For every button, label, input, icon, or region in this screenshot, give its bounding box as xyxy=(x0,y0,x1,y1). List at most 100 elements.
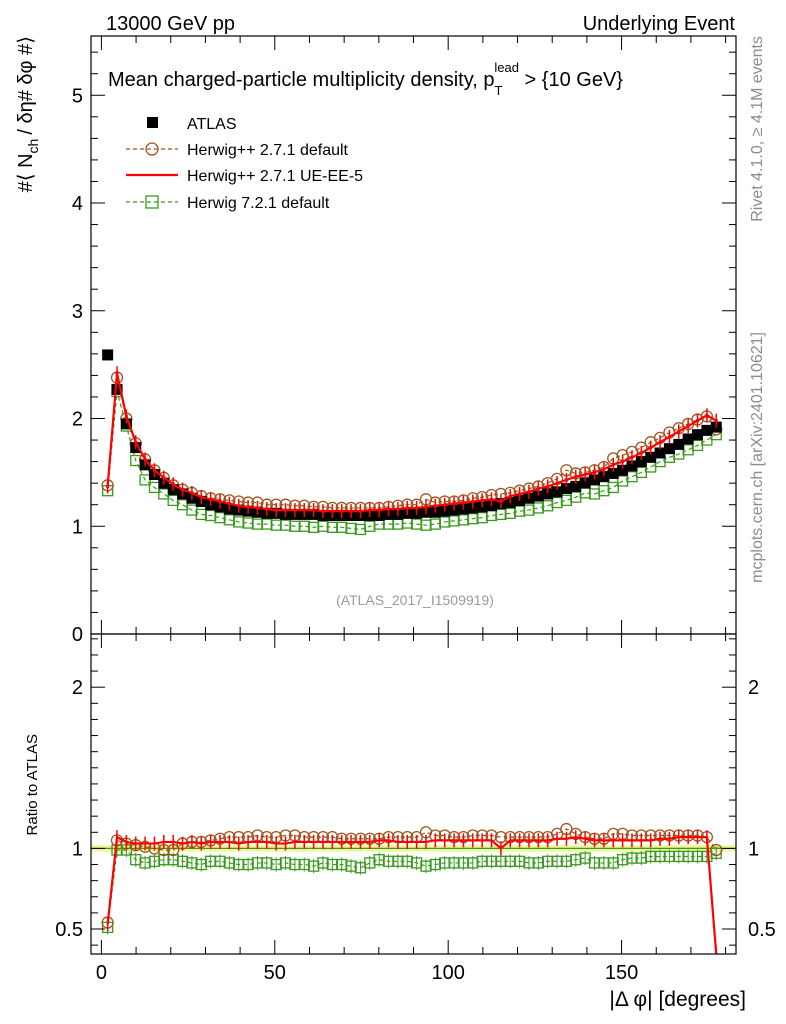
h271ue-point xyxy=(536,487,540,491)
main-ytick-label: 4 xyxy=(72,193,83,215)
h271ue-point xyxy=(124,414,128,418)
h271ue-point xyxy=(480,498,484,502)
h271ue-point xyxy=(237,504,241,508)
main-panel: 0 1 2 3 4 5 Mean charged-particle multiplicit… xyxy=(15,35,737,646)
atlas-point xyxy=(654,447,666,459)
atlas-point xyxy=(579,477,591,489)
series-h271ue-line xyxy=(106,373,717,513)
atlas-point xyxy=(532,490,544,502)
atlas-point xyxy=(560,483,572,495)
h271ue-point xyxy=(630,455,634,459)
legend-herwig271-default: Herwig++ 2.7.1 default xyxy=(126,142,349,159)
h721-point xyxy=(682,444,694,456)
h721-point xyxy=(626,471,638,483)
legend-atlas-label: ATLAS xyxy=(187,116,237,133)
atlas-point xyxy=(598,471,610,483)
h271ue-point xyxy=(611,463,615,467)
atlas-point xyxy=(111,383,123,395)
h271ue-point xyxy=(443,503,447,507)
h271ue-point xyxy=(602,467,606,471)
main-ylabel: #⟨ Nch / δη# δφ #⟩ xyxy=(15,36,41,192)
ratio-h271def-line xyxy=(107,828,717,923)
h271ue-point xyxy=(508,494,512,498)
atlas-point xyxy=(682,433,694,445)
atlas-point xyxy=(551,486,563,498)
ratio-xtick-label: 100 xyxy=(431,962,464,984)
h271ue-point xyxy=(302,508,306,512)
atlas-point xyxy=(635,456,647,468)
h271ue-point xyxy=(452,502,456,506)
atlas-point xyxy=(589,474,601,486)
ratio-xtick-label: 0 xyxy=(96,962,107,984)
ratio-xtick-label: 150 xyxy=(605,962,638,984)
ratio-series-group xyxy=(101,822,723,955)
header-right: Underlying Event xyxy=(583,13,736,35)
h271ue-point xyxy=(246,505,250,509)
main-ytick-label: 2 xyxy=(72,409,83,431)
atlas-point xyxy=(607,467,619,479)
h271ue-point xyxy=(190,491,194,495)
h271ue-point xyxy=(255,506,259,510)
h271ue-point xyxy=(265,507,269,511)
h271ue-point xyxy=(461,501,465,505)
h271ue-point xyxy=(667,435,671,439)
h721-point xyxy=(701,434,713,446)
h721-point xyxy=(560,494,573,507)
main-axis-ticks: 0 1 2 3 4 5 xyxy=(72,36,736,646)
ylabel-a: #⟨ N xyxy=(15,153,37,192)
h271ue-point xyxy=(106,484,110,488)
atlas-point xyxy=(673,438,685,450)
legend-h271ue-label: Herwig++ 2.7.1 UE-EE-5 xyxy=(187,168,363,185)
atlas-point xyxy=(645,451,657,463)
h271ue-point xyxy=(349,509,353,513)
h271ue-point xyxy=(181,488,185,492)
title-sup: lead xyxy=(494,60,519,75)
legend: ATLAS Herwig++ 2.7.1 default Herwig++ 2.… xyxy=(126,116,363,212)
h721-point xyxy=(645,461,657,473)
h271ue-point xyxy=(705,413,709,417)
ylabel-sub: ch xyxy=(25,139,41,154)
title-main: Mean charged-particle multiplicity densi… xyxy=(108,69,494,91)
atlas-point xyxy=(626,460,638,472)
h271ue-point xyxy=(583,473,587,477)
ratio-h721-line xyxy=(107,849,717,928)
h721-point xyxy=(214,511,226,524)
h271ue-point xyxy=(696,419,700,423)
h271ue-point xyxy=(415,506,419,510)
ratio-ytick-label-right: 2 xyxy=(748,677,759,699)
atlas-point xyxy=(617,464,629,476)
analysis-watermark: (ATLAS_2017_I1509919) xyxy=(336,592,494,608)
mcplots-label: mcplots.cern.ch [arXiv:2401.10621] xyxy=(749,332,766,583)
h271ue-point xyxy=(490,497,494,501)
h271ue-point xyxy=(293,508,297,512)
h271ue-point xyxy=(162,476,166,480)
ratio-xlabel: |Δ φ| [degrees] xyxy=(609,988,746,1011)
h271ue-point xyxy=(368,508,372,512)
ratio-ylabel: Ratio to ATLAS xyxy=(24,734,41,835)
ratio-ytick-label-right: 0.5 xyxy=(748,919,776,941)
legend-atlas: ATLAS xyxy=(147,116,237,133)
main-ytick-label: 0 xyxy=(72,624,83,646)
h271ue-point xyxy=(218,499,222,503)
h271ue-point xyxy=(396,507,400,511)
h271ue-point xyxy=(115,371,119,375)
atlas-point xyxy=(570,480,582,492)
ratio-ytick-label: 0.5 xyxy=(55,919,83,941)
h271ue-point xyxy=(152,468,156,472)
legend-h721-label: Herwig 7.2.1 default xyxy=(187,195,330,212)
atlas-point xyxy=(542,488,554,500)
ratio-axis-ticks: 0.5 0.5 1 1 2 2 0 50 100 150 xyxy=(55,634,776,984)
h271ue-point xyxy=(143,457,147,461)
h271ue-point xyxy=(471,499,475,503)
h271ue-point xyxy=(527,490,531,494)
h721-point xyxy=(158,488,170,500)
ratio-xtick-label: 50 xyxy=(264,962,286,984)
h271ue-point xyxy=(555,481,559,485)
series-h271def-line xyxy=(107,377,717,509)
main-ytick-label: 5 xyxy=(72,85,83,107)
ratio-h271ue-line xyxy=(106,835,718,955)
ratio-frame xyxy=(90,633,737,955)
title-tail: > {10 GeV} xyxy=(519,69,623,91)
h271ue-point xyxy=(284,508,288,512)
